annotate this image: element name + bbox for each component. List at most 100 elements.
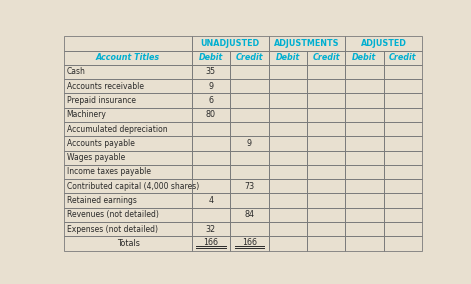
Bar xyxy=(192,222,230,236)
Text: Machinery: Machinery xyxy=(66,110,106,119)
Bar xyxy=(268,151,307,165)
Bar xyxy=(192,36,268,51)
Bar xyxy=(307,193,345,208)
Text: ADJUSTED: ADJUSTED xyxy=(361,39,406,48)
Bar xyxy=(230,136,268,151)
Bar xyxy=(65,179,192,193)
Text: 84: 84 xyxy=(244,210,254,219)
Bar xyxy=(268,93,307,108)
Text: Debit: Debit xyxy=(352,53,377,62)
Bar xyxy=(230,65,268,79)
Bar xyxy=(307,65,345,79)
Bar xyxy=(345,151,384,165)
Bar xyxy=(345,179,384,193)
Text: Accounts payable: Accounts payable xyxy=(66,139,134,148)
Bar xyxy=(230,93,268,108)
Bar xyxy=(268,65,307,79)
Bar xyxy=(345,93,384,108)
Bar xyxy=(192,93,230,108)
Bar xyxy=(230,51,268,65)
Bar xyxy=(230,236,268,250)
Bar xyxy=(345,236,384,250)
Bar xyxy=(384,208,422,222)
Bar xyxy=(307,108,345,122)
Bar xyxy=(268,236,307,250)
Bar xyxy=(230,179,268,193)
Bar xyxy=(192,136,230,151)
Bar xyxy=(384,51,422,65)
Text: Prepaid insurance: Prepaid insurance xyxy=(66,96,136,105)
Bar xyxy=(65,51,192,65)
Bar xyxy=(307,222,345,236)
Bar xyxy=(65,165,192,179)
Text: ADJUSTMENTS: ADJUSTMENTS xyxy=(274,39,340,48)
Bar xyxy=(268,136,307,151)
Bar xyxy=(307,51,345,65)
Bar xyxy=(192,165,230,179)
Bar xyxy=(384,93,422,108)
Bar xyxy=(65,193,192,208)
Bar xyxy=(65,79,192,93)
Text: 80: 80 xyxy=(206,110,216,119)
Text: Income taxes payable: Income taxes payable xyxy=(66,168,151,176)
Bar xyxy=(384,122,422,136)
Bar xyxy=(192,65,230,79)
Bar xyxy=(192,151,230,165)
Bar xyxy=(192,208,230,222)
Bar xyxy=(230,222,268,236)
Text: Account Titles: Account Titles xyxy=(96,53,160,62)
Text: Revenues (not detailed): Revenues (not detailed) xyxy=(66,210,158,219)
Text: Debit: Debit xyxy=(199,53,223,62)
Bar xyxy=(268,193,307,208)
Bar xyxy=(230,193,268,208)
Bar xyxy=(65,108,192,122)
Bar xyxy=(384,136,422,151)
Bar xyxy=(65,122,192,136)
Bar xyxy=(268,108,307,122)
Bar xyxy=(65,151,192,165)
Bar xyxy=(268,222,307,236)
Text: 166: 166 xyxy=(203,237,219,247)
Bar xyxy=(307,208,345,222)
Bar xyxy=(268,208,307,222)
Bar xyxy=(345,79,384,93)
Bar xyxy=(268,79,307,93)
Bar xyxy=(192,193,230,208)
Bar xyxy=(65,222,192,236)
Bar xyxy=(345,222,384,236)
Bar xyxy=(384,79,422,93)
Bar xyxy=(345,65,384,79)
Bar xyxy=(384,222,422,236)
Bar xyxy=(192,179,230,193)
Bar xyxy=(230,122,268,136)
Text: Totals: Totals xyxy=(117,239,139,248)
Bar xyxy=(307,179,345,193)
Text: Credit: Credit xyxy=(236,53,263,62)
Bar xyxy=(65,208,192,222)
Bar xyxy=(384,236,422,250)
Bar xyxy=(230,79,268,93)
Bar xyxy=(384,179,422,193)
Bar xyxy=(345,136,384,151)
Bar xyxy=(307,236,345,250)
Text: UNADJUSTED: UNADJUSTED xyxy=(201,39,260,48)
Bar xyxy=(192,236,230,250)
Text: 35: 35 xyxy=(206,68,216,76)
Bar xyxy=(345,208,384,222)
Text: Credit: Credit xyxy=(389,53,417,62)
Bar xyxy=(192,122,230,136)
Bar xyxy=(345,108,384,122)
Bar xyxy=(230,151,268,165)
Bar xyxy=(384,108,422,122)
Bar xyxy=(65,93,192,108)
Bar xyxy=(384,193,422,208)
Bar xyxy=(345,193,384,208)
Bar xyxy=(192,51,230,65)
Text: Credit: Credit xyxy=(312,53,340,62)
Bar xyxy=(230,165,268,179)
Bar xyxy=(307,136,345,151)
Text: Cash: Cash xyxy=(66,68,85,76)
Bar xyxy=(192,108,230,122)
Bar xyxy=(268,51,307,65)
Text: Accounts receivable: Accounts receivable xyxy=(66,82,144,91)
